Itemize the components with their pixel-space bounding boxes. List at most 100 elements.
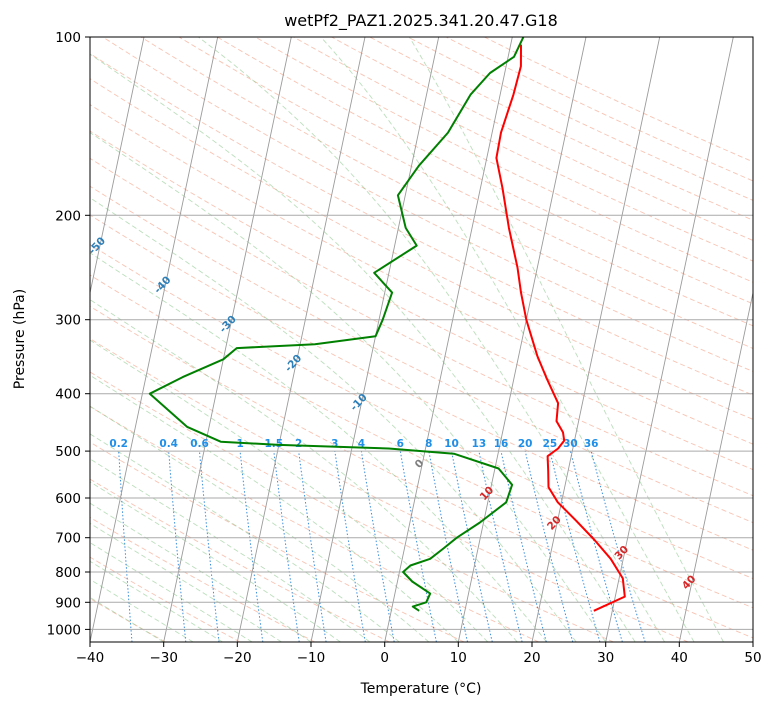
mixing-ratio-label: 36 (584, 438, 599, 450)
moist-adiabat (90, 131, 607, 642)
x-tick-label: 10 (450, 650, 467, 666)
mixing-ratio-label: 10 (444, 438, 459, 450)
profiles (148, 37, 626, 612)
dry-adiabat (90, 305, 753, 639)
isotherm (384, 37, 513, 642)
chart-title: wetPf2_PAZ1.2025.341.20.47.G18 (284, 11, 558, 31)
x-tick-label: −20 (223, 650, 252, 666)
y-tick-label: 800 (55, 565, 81, 581)
x-tick-label: 20 (523, 650, 540, 666)
mixing-ratio-label: 0.6 (190, 438, 209, 450)
moist-adiabat (90, 481, 341, 642)
y-tick-label: 900 (55, 595, 81, 611)
mixing-ratio-line (451, 451, 493, 642)
isotherm (605, 37, 734, 642)
dry-adiabat (90, 157, 753, 497)
y-tick-label: 400 (55, 387, 81, 403)
mixing-ratio-label: 13 (472, 438, 487, 450)
dry-adiabat (90, 478, 390, 642)
y-axis-label: Pressure (hPa) (12, 289, 28, 389)
moist-adiabat (90, 405, 430, 642)
y-tick-label: 300 (55, 313, 81, 329)
dry-adiabat (484, 37, 753, 163)
mixing-ratio-line (500, 450, 547, 642)
mixing-ratio-label: 4 (358, 438, 365, 450)
moist-adiabat (90, 596, 164, 642)
isotherm (90, 37, 219, 642)
dry-adiabat (90, 52, 753, 396)
y-axis: 1000 900 800 700 600 500 400 300 200 100 (47, 30, 90, 638)
isotherm (236, 37, 366, 642)
y-tick-label: 600 (55, 491, 81, 507)
mixing-ratio-line (478, 451, 523, 642)
temperature-profile (495, 44, 626, 612)
y-tick-label: 200 (55, 208, 81, 224)
moist-adiabat (409, 37, 724, 642)
moist-adiabat (90, 458, 371, 642)
mixing-ratio-label: 30 (563, 438, 578, 450)
mixing-ratio-line (569, 450, 623, 642)
x-tick-label: 50 (744, 650, 761, 666)
isotherm (90, 37, 145, 296)
mixing-ratio-label: 0.4 (159, 438, 178, 450)
mixing-ratio-label: 20 (518, 438, 533, 450)
moist-adiabat (90, 374, 459, 642)
mixing-ratio-label: 0.2 (109, 438, 128, 450)
dry-adiabat (90, 274, 753, 609)
mixing-ratio-line (168, 451, 187, 642)
moist-adiabat (90, 339, 489, 642)
moist-adiabat (90, 502, 312, 642)
dry-adiabat (90, 441, 465, 642)
grid-lines (90, 37, 753, 642)
dry-adiabat (102, 37, 753, 372)
x-tick-label: −10 (297, 650, 326, 666)
mixing-ratio-label: 1 (236, 438, 243, 450)
mixing-ratio-line (428, 451, 468, 642)
moist-adiabat (90, 197, 577, 642)
moist-adiabat (90, 53, 636, 642)
dry-adiabat (90, 104, 753, 445)
isotherm (531, 37, 661, 642)
dry-adiabat (255, 37, 753, 283)
mixing-ratio-label: 3 (331, 438, 338, 450)
dry-adiabat (90, 516, 315, 642)
isotherm (163, 37, 292, 642)
mixing-ratio-label: 16 (494, 438, 509, 450)
moist-adiabat (90, 299, 518, 642)
x-tick-label: −40 (76, 650, 105, 666)
x-tick-label: 30 (597, 650, 614, 666)
x-tick-label: 40 (671, 650, 688, 666)
dry-adiabat (140, 37, 753, 349)
y-tick-label: 100 (55, 30, 81, 46)
isotherm (310, 37, 440, 642)
x-axis: −40 −30 −20 −10 0 10 20 30 40 50 (76, 642, 762, 666)
y-tick-label: 500 (55, 444, 81, 460)
moist-adiabat (90, 522, 282, 642)
dry-adiabat (90, 244, 753, 580)
dry-adiabat (407, 37, 753, 201)
x-tick-label: 0 (380, 650, 389, 666)
mixing-ratio-line (524, 450, 574, 642)
mixing-ratio-line (549, 450, 601, 642)
isotherm (678, 290, 753, 642)
plot-frame (89, 36, 754, 643)
mixing-ratio-label: 2 (295, 438, 302, 450)
isotherm (457, 37, 587, 642)
dewpoint-profile (148, 37, 525, 612)
dry-adiabat (445, 37, 753, 182)
dry-adiabat (293, 37, 753, 262)
moist-adiabat (90, 433, 400, 642)
mixing-ratio-label: 8 (425, 438, 432, 450)
y-tick-label: 700 (55, 531, 81, 547)
dry-adiabat (90, 78, 753, 420)
moist-adiabat (320, 37, 695, 642)
mixing-ratio-label: 25 (543, 438, 558, 450)
moist-adiabat (198, 37, 665, 642)
dry-adiabat (90, 214, 753, 551)
x-tick-label: −30 (149, 650, 178, 666)
y-tick-label: 1000 (47, 622, 81, 638)
mixing-ratio-line (199, 451, 220, 642)
x-axis-label: Temperature (°C) (360, 681, 482, 697)
